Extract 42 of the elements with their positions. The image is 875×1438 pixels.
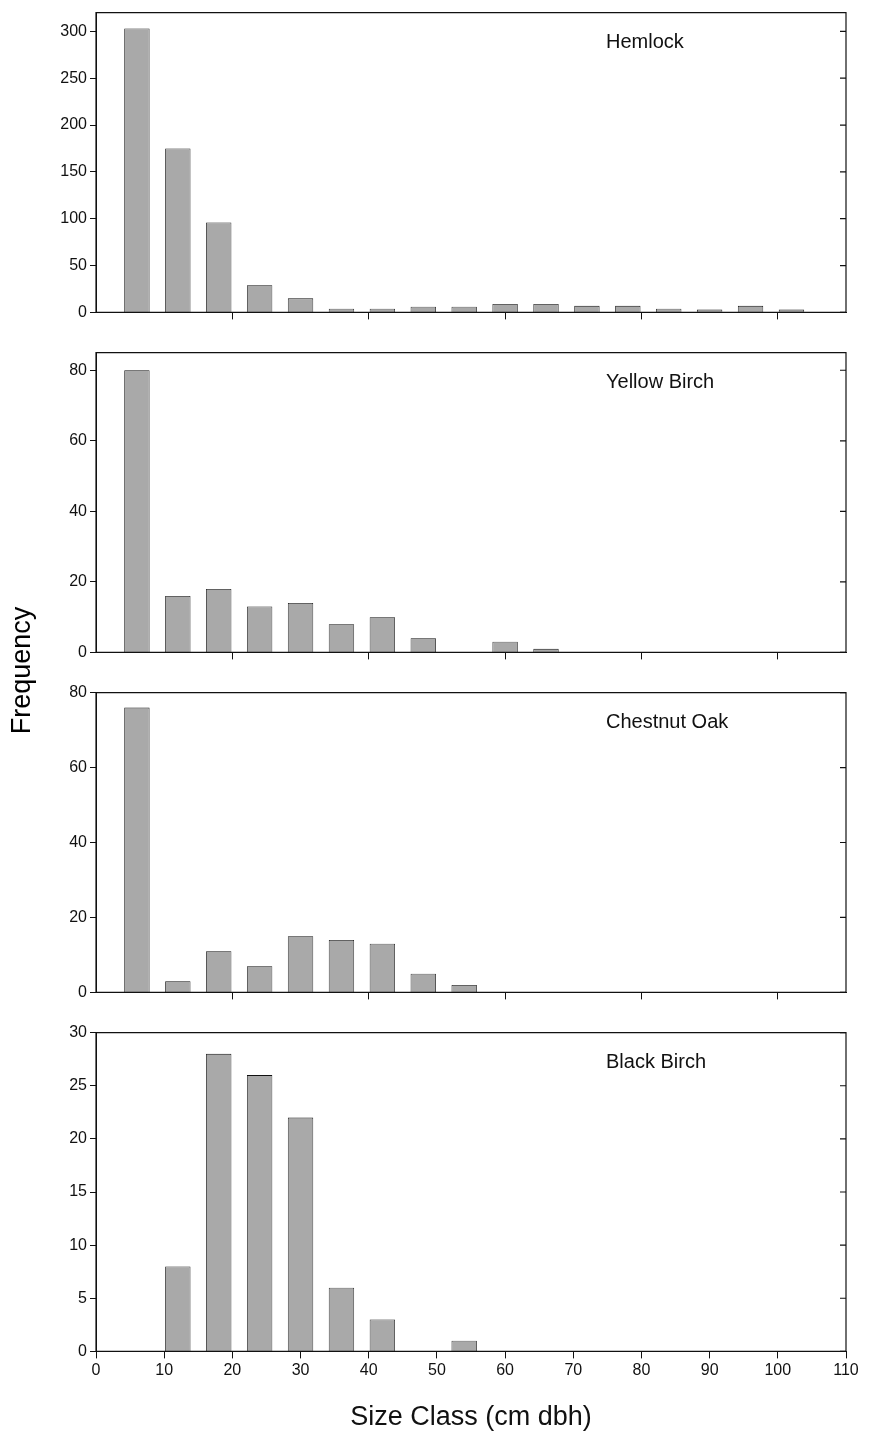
y-tick-label: 200 <box>60 115 88 133</box>
y-tick-label: 0 <box>78 302 88 320</box>
text: Hemlock <box>606 30 685 53</box>
text: Black Birch <box>606 1050 707 1073</box>
y-tick-label: 250 <box>60 68 88 86</box>
x-tick-label: 70 <box>564 1361 583 1379</box>
y-tick-label: 0 <box>78 642 88 660</box>
x-tick-label: 100 <box>764 1361 792 1379</box>
x-tick-label: 60 <box>496 1361 515 1379</box>
x-tick-label: 50 <box>428 1361 446 1379</box>
y-tick-label: 80 <box>69 683 88 701</box>
y-tick-label: 10 <box>69 1235 88 1253</box>
x-tick-label: 20 <box>223 1361 242 1379</box>
y-tick-label: 300 <box>60 21 88 39</box>
text: Chestnut Oak <box>606 710 730 733</box>
x-tick-label: 0 <box>91 1361 101 1379</box>
y-tick-label: 100 <box>60 209 88 227</box>
x-axis-title: Size Class (cm dbh) <box>350 1401 592 1432</box>
y-tick-label: 60 <box>69 431 88 449</box>
y-tick-label: 20 <box>69 907 88 925</box>
x-tick-label: 10 <box>155 1361 174 1379</box>
y-tick-label: 40 <box>69 501 88 519</box>
text: Yellow Birch <box>606 370 715 393</box>
y-tick-label: 40 <box>69 832 88 850</box>
y-tick-label: 60 <box>69 757 88 775</box>
y-tick-label: 150 <box>60 162 88 180</box>
y-tick-label: 25 <box>69 1076 88 1094</box>
y-tick-label: 15 <box>69 1182 88 1200</box>
y-tick-label: 0 <box>78 982 88 1000</box>
y-tick-label: 30 <box>69 1023 88 1041</box>
y-tick-label: 20 <box>69 1129 88 1147</box>
y-tick-label: 0 <box>78 1341 88 1359</box>
y-axis-title: Frequency <box>6 606 38 734</box>
y-tick-label: 80 <box>69 360 88 378</box>
x-tick-label: 90 <box>700 1361 719 1379</box>
x-tick-label: 110 <box>833 1361 859 1379</box>
y-tick-label: 20 <box>69 572 88 590</box>
y-tick-label: 50 <box>69 255 88 273</box>
x-tick-label: 30 <box>291 1361 310 1379</box>
x-tick-label: 80 <box>632 1361 651 1379</box>
y-tick-label: 5 <box>78 1288 88 1306</box>
x-tick-label: 40 <box>359 1361 378 1379</box>
